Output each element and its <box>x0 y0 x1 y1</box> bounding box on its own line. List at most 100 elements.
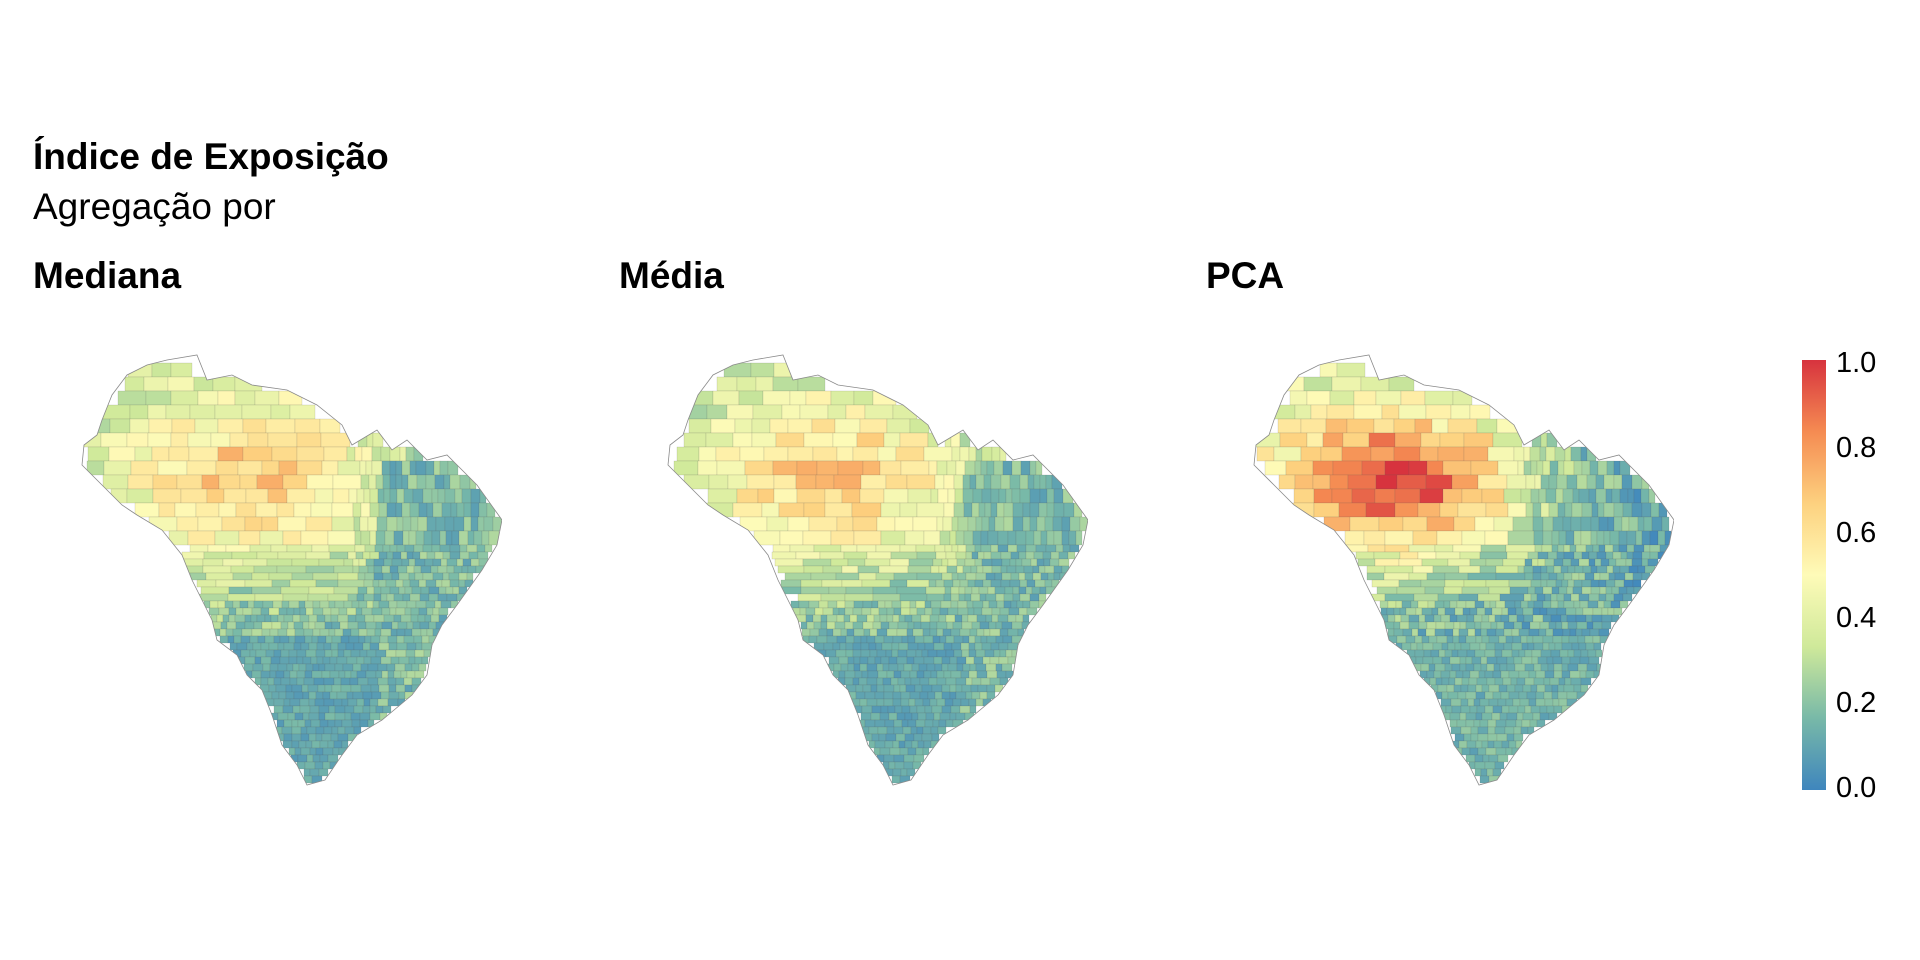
municipality-cell <box>972 488 983 504</box>
municipality-cell <box>860 474 887 490</box>
municipality-cell <box>330 614 339 623</box>
municipality-cell <box>1649 530 1659 546</box>
municipality-cell <box>880 705 889 714</box>
municipality-cell <box>395 684 406 693</box>
municipality-cell <box>334 719 343 728</box>
municipality-cell <box>451 530 460 546</box>
municipality-cell <box>1410 600 1419 609</box>
municipality-cell <box>1569 670 1581 679</box>
municipality-cell <box>268 572 293 581</box>
municipality-cell <box>1446 684 1455 693</box>
municipality-cell <box>1618 586 1628 595</box>
municipality-cell <box>401 558 410 567</box>
municipality-cell <box>953 502 965 518</box>
municipality-cell <box>1563 460 1575 476</box>
municipality-cell <box>1611 586 1620 595</box>
municipality-cell <box>358 600 368 609</box>
municipality-cell <box>882 663 890 672</box>
municipality-cell <box>409 460 417 476</box>
municipality-cell <box>1542 642 1550 651</box>
municipality-cell <box>916 705 926 714</box>
municipality-cell <box>1590 516 1600 532</box>
municipality-cell <box>357 572 366 581</box>
municipality-cell <box>386 593 395 602</box>
municipality-cell <box>879 460 902 476</box>
municipality-cell <box>408 530 417 546</box>
municipality-cell <box>861 607 872 616</box>
municipality-cell <box>1537 656 1548 665</box>
municipality-cell <box>215 460 239 476</box>
municipality-cell <box>1419 488 1444 504</box>
municipality-cell <box>1496 418 1520 434</box>
municipality-cell <box>1401 600 1412 609</box>
municipality-cell <box>449 551 461 560</box>
municipality-cell <box>338 747 350 756</box>
municipality-cell <box>446 565 455 574</box>
municipality-cell <box>1471 656 1482 665</box>
municipality-cell <box>1521 656 1533 665</box>
municipality-cell <box>1424 586 1445 595</box>
municipality-cell <box>205 572 234 581</box>
municipality-cell <box>909 607 918 616</box>
municipality-cell <box>1380 607 1388 616</box>
municipality-cell <box>1555 621 1563 630</box>
municipality-cell <box>367 677 379 686</box>
municipality-cell <box>244 621 255 630</box>
municipality-cell <box>1053 502 1065 518</box>
municipality-cell <box>478 502 488 518</box>
municipality-cell <box>1657 530 1666 546</box>
municipality-cell <box>310 502 333 518</box>
municipality-cell <box>1558 586 1568 595</box>
municipality-cell <box>1465 712 1477 721</box>
municipality-cell <box>772 544 791 553</box>
municipality-cell <box>317 684 326 693</box>
municipality-cell <box>1597 600 1605 609</box>
municipality-cell <box>276 565 307 574</box>
municipality-cell <box>463 516 472 532</box>
municipality-cell <box>967 579 976 588</box>
municipality-cell <box>1005 488 1013 504</box>
municipality-cell <box>415 642 423 651</box>
municipality-cell <box>324 621 333 630</box>
municipality-cell <box>371 691 382 700</box>
municipality-cell <box>306 726 317 735</box>
municipality-cell <box>1592 544 1600 553</box>
municipality-cell <box>1003 502 1014 518</box>
municipality-cell <box>956 558 966 567</box>
municipality-cell <box>1534 544 1543 553</box>
municipality-cell <box>739 446 765 462</box>
municipality-cell <box>883 754 895 763</box>
municipality-cell <box>1370 446 1395 462</box>
municipality-cell <box>353 516 361 532</box>
municipality-cell <box>885 474 908 490</box>
municipality-cell <box>909 705 918 714</box>
municipality-cell <box>999 677 1009 686</box>
municipality-cell <box>1027 474 1035 490</box>
municipality-cell <box>1470 460 1499 476</box>
municipality-cell <box>916 502 945 518</box>
municipality-cell <box>827 600 838 609</box>
municipality-cell <box>280 649 290 658</box>
municipality-cell <box>1501 607 1509 616</box>
municipality-cell <box>959 579 969 588</box>
municipality-cell <box>922 698 931 707</box>
municipality-cell <box>439 460 449 476</box>
municipality-cell <box>1534 474 1542 490</box>
municipality-cell <box>773 474 797 490</box>
municipality-cell <box>303 677 315 686</box>
municipality-cell <box>239 474 258 490</box>
municipality-cell <box>1517 460 1525 476</box>
municipality-cell <box>1045 544 1057 553</box>
municipality-cell <box>1001 663 1013 672</box>
municipality-cell <box>879 712 890 721</box>
municipality-cell <box>859 656 869 665</box>
municipality-cell <box>951 572 959 581</box>
municipality-cell <box>910 726 918 735</box>
municipality-cell <box>1432 656 1443 665</box>
municipality-cell <box>954 488 964 504</box>
municipality-cell <box>1586 474 1597 490</box>
municipality-cell <box>907 565 932 574</box>
municipality-cell <box>369 551 380 560</box>
municipality-cell <box>1525 502 1534 518</box>
municipality-cell <box>270 544 288 553</box>
